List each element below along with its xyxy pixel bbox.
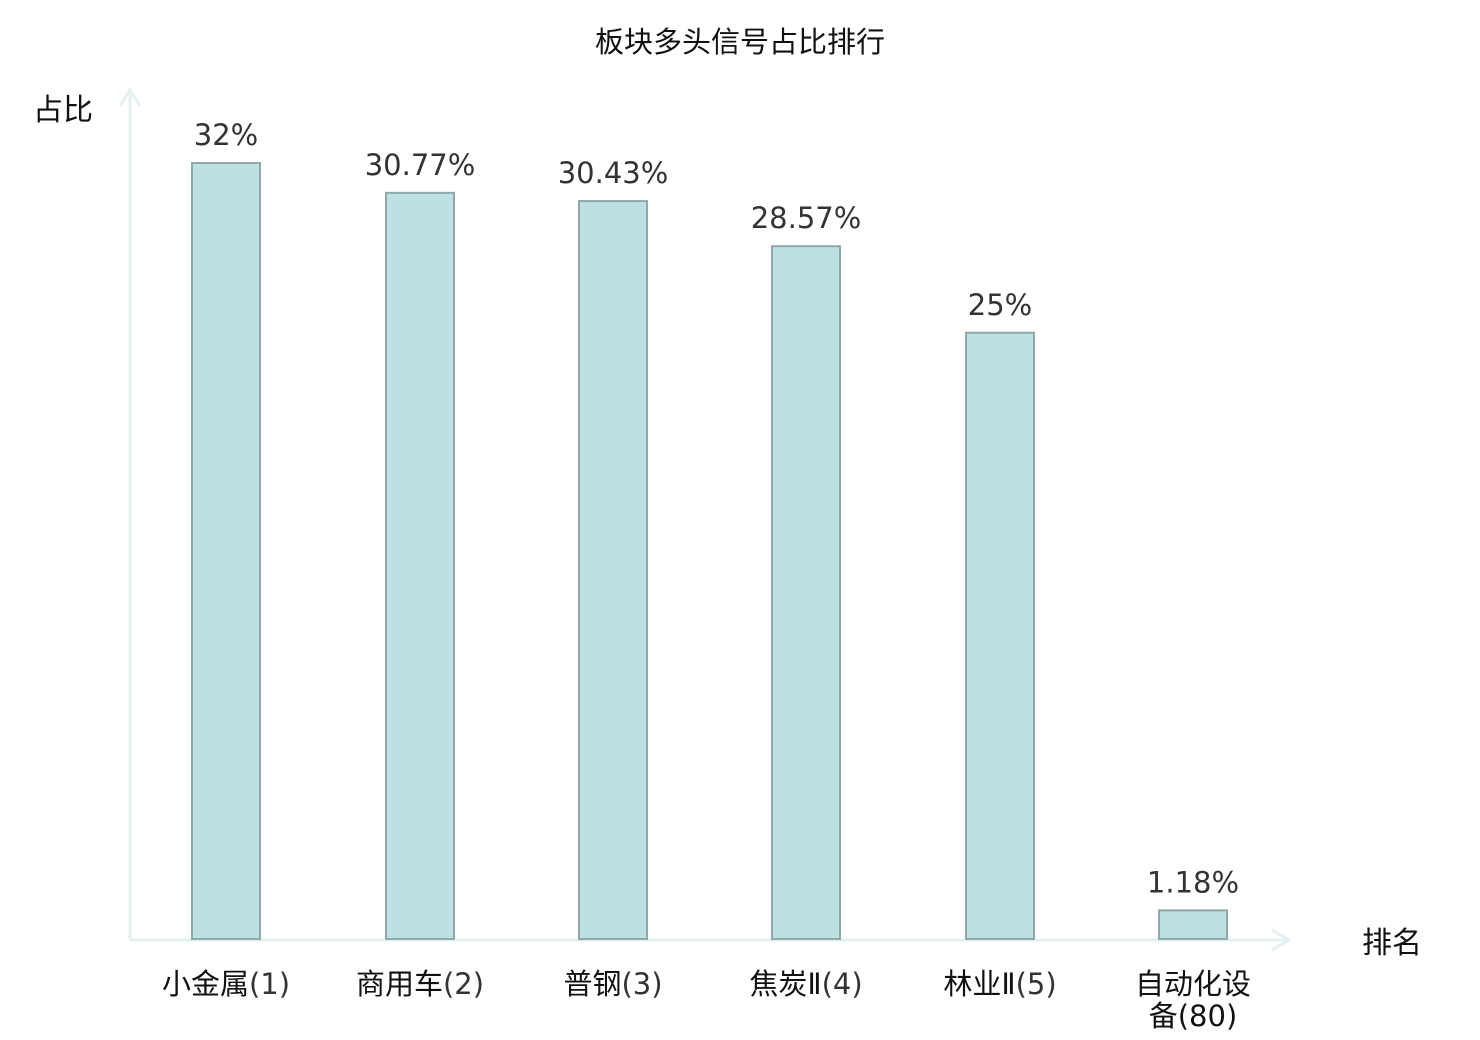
category-name: 普钢 xyxy=(563,967,621,1001)
category-name: 焦炭Ⅱ xyxy=(749,967,821,1001)
data-label-3: 30.43% xyxy=(558,156,669,190)
bars xyxy=(191,162,1228,941)
data-label-1: 32% xyxy=(194,118,258,152)
chart-title: 板块多头信号占比排行 xyxy=(595,25,885,59)
value-labels: 32% 30.77% 30.43% 28.57% 25% 1.18% xyxy=(194,118,1239,899)
data-label-5: 25% xyxy=(968,288,1032,322)
category-label-2: 商用车(2) xyxy=(356,967,484,1001)
category-rank: (2) xyxy=(443,967,484,1001)
bar-2 xyxy=(385,191,455,940)
bar-5 xyxy=(965,331,1035,940)
category-labels: 小金属(1) 商用车(2) 普钢(3) 焦炭Ⅱ(4) 林业Ⅱ(5) 自动化设备(80) xyxy=(162,967,1251,1033)
category-label-3: 普钢(3) xyxy=(563,967,662,1001)
category-name: 小金属 xyxy=(162,967,249,1001)
category-rank: (4) xyxy=(822,967,863,1001)
y-axis-arrow xyxy=(118,87,142,107)
x-axis-title: 排名 xyxy=(1362,926,1422,961)
data-label-4: 28.57% xyxy=(751,201,862,235)
axes xyxy=(118,87,1292,952)
data-label-6: 1.18% xyxy=(1147,865,1239,899)
category-rank: (80) xyxy=(1178,999,1238,1033)
category-label-4: 焦炭Ⅱ(4) xyxy=(749,967,862,1001)
category-name: 商用车 xyxy=(356,967,443,1001)
category-label-1: 小金属(1) xyxy=(162,967,290,1001)
category-label-6: 自动化设备(80) xyxy=(1135,967,1251,1033)
bar-1 xyxy=(191,162,261,940)
category-name-line1: 自动化设 xyxy=(1135,967,1251,1001)
category-name-line2: 备 xyxy=(1149,999,1178,1033)
data-label-2: 30.77% xyxy=(365,148,476,182)
category-label-5: 林业Ⅱ(5) xyxy=(943,967,1056,1001)
bar-6 xyxy=(1158,909,1228,941)
category-rank: (5) xyxy=(1016,967,1057,1001)
bar-3 xyxy=(578,200,648,940)
bar-4 xyxy=(771,245,841,941)
y-axis-title: 占比 xyxy=(33,93,93,128)
category-rank: (3) xyxy=(621,967,662,1001)
x-axis-arrow xyxy=(1271,928,1292,952)
category-name: 林业Ⅱ xyxy=(943,967,1015,1001)
category-rank: (1) xyxy=(249,967,290,1001)
